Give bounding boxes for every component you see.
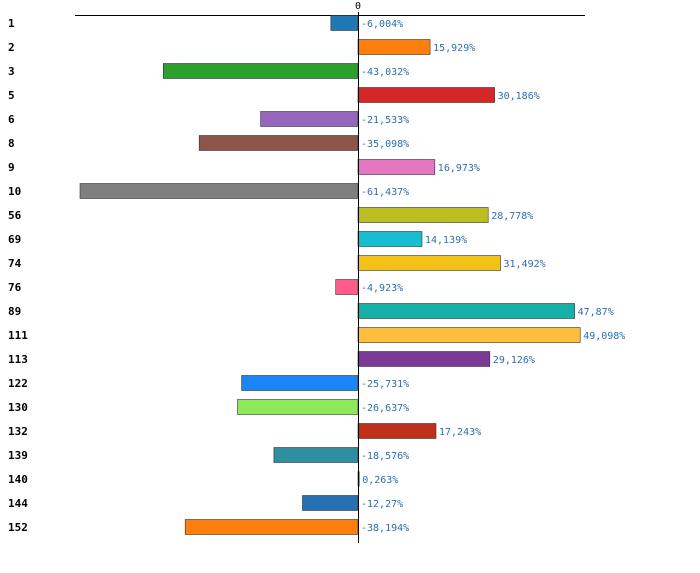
value-label: -61,437% (361, 187, 409, 198)
bar (184, 519, 359, 535)
bar (357, 303, 575, 319)
value-label: 49,098% (583, 331, 625, 342)
value-label: -21,533% (361, 115, 409, 126)
value-label: -25,731% (361, 379, 409, 390)
value-label: -26,637% (361, 403, 409, 414)
category-label: 139 (8, 449, 28, 462)
value-label: 15,929% (433, 43, 475, 54)
bar (241, 375, 359, 391)
category-label: 2 (8, 41, 15, 54)
category-label: 5 (8, 89, 15, 102)
value-label: -43,032% (361, 67, 409, 78)
value-label: 0,263% (362, 475, 398, 486)
bar-rows: 1 -6,004% 2 15,929% 3 -43,032% 5 30,186% 6 -21,53… (8, 15, 625, 535)
bar (260, 111, 359, 127)
bar (163, 63, 359, 79)
bar (79, 183, 359, 199)
value-label: 14,139% (425, 235, 467, 246)
value-label: -18,576% (361, 451, 409, 462)
category-label: 69 (8, 233, 21, 246)
value-label: 28,778% (491, 211, 533, 222)
bar (357, 351, 491, 367)
bar (237, 399, 359, 415)
category-label: 10 (8, 185, 21, 198)
value-label: 16,973% (438, 163, 480, 174)
category-label: 89 (8, 305, 21, 318)
value-label: -4,923% (361, 283, 403, 294)
bar (357, 231, 423, 247)
zero-tick-label: 0 (355, 1, 361, 12)
category-label: 144 (8, 497, 28, 510)
category-label: 122 (8, 377, 28, 390)
value-label: -38,194% (361, 523, 409, 534)
bar (330, 15, 359, 31)
value-label: 47,87% (578, 307, 614, 318)
category-label: 140 (8, 473, 28, 486)
bar (302, 495, 359, 511)
category-label: 130 (8, 401, 28, 414)
bar (357, 87, 495, 103)
category-label: 56 (8, 209, 22, 222)
category-label: 9 (8, 161, 15, 174)
bar (357, 39, 431, 55)
bar (357, 207, 489, 223)
bar (357, 327, 581, 343)
value-label: 17,243% (439, 427, 481, 438)
value-label: -35,098% (361, 139, 409, 150)
bar (357, 423, 437, 439)
category-label: 152 (8, 521, 28, 534)
value-label: 31,492% (504, 259, 546, 270)
bar (273, 447, 359, 463)
category-label: 113 (8, 353, 28, 366)
value-label: -6,004% (361, 19, 403, 30)
category-label: 1 (8, 17, 15, 30)
category-label: 76 (8, 281, 22, 294)
value-label: -12,27% (361, 499, 403, 510)
value-label: 29,126% (493, 355, 535, 366)
category-label: 111 (8, 329, 28, 342)
bar (198, 135, 359, 151)
category-label: 3 (8, 65, 15, 78)
bar (357, 159, 436, 175)
category-label: 132 (8, 425, 28, 438)
category-label: 74 (8, 257, 22, 270)
bar (335, 279, 359, 295)
value-label: 30,186% (498, 91, 540, 102)
bar (357, 255, 501, 271)
category-label: 8 (8, 137, 15, 150)
category-label: 6 (8, 113, 15, 126)
